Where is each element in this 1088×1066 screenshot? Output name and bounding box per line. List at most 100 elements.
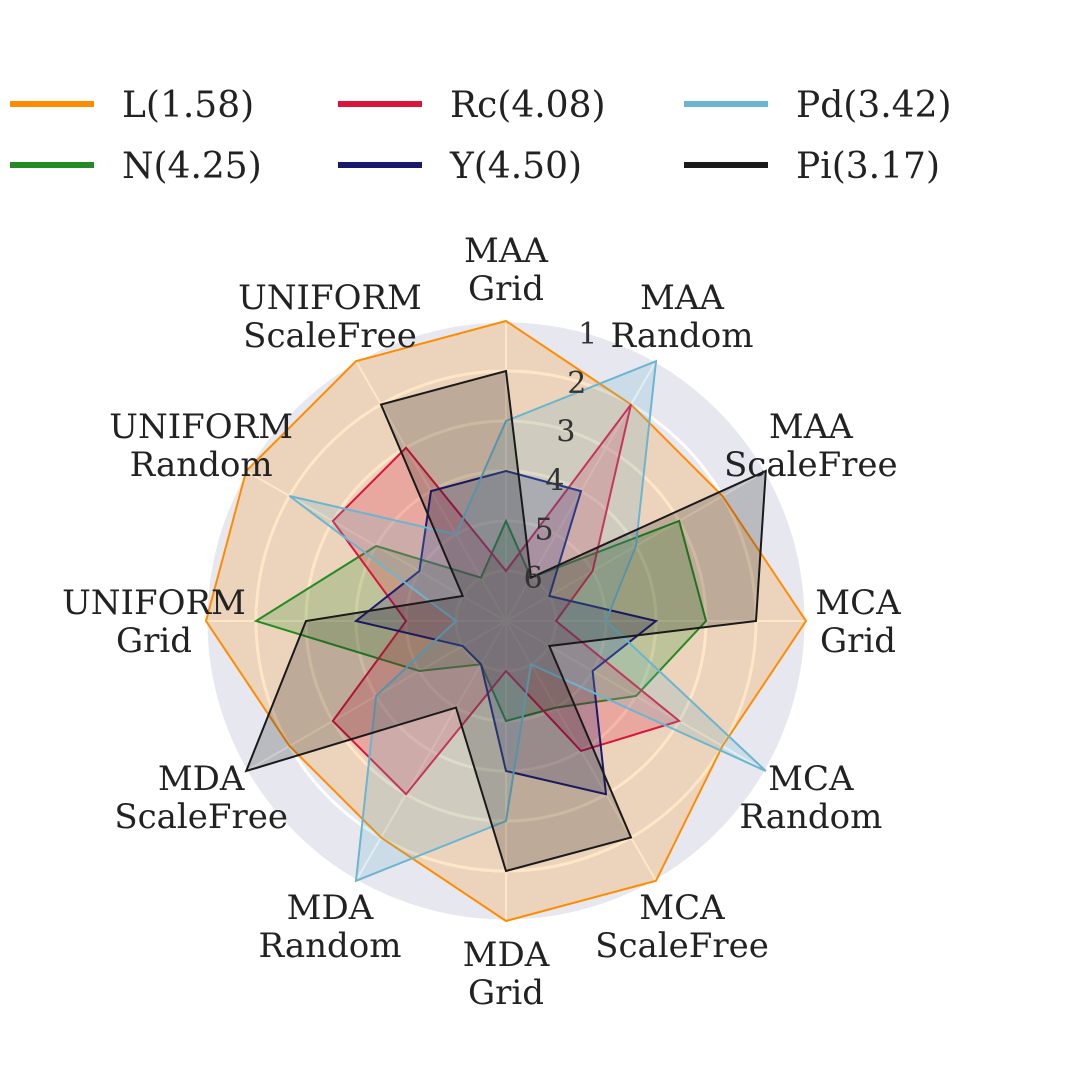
series-0 bbox=[204, 319, 808, 923]
radial-tick-label: 1 bbox=[578, 317, 597, 352]
data-point bbox=[530, 663, 532, 665]
data-point bbox=[505, 720, 507, 722]
data-point bbox=[505, 820, 507, 822]
data-point bbox=[289, 745, 290, 747]
data-point bbox=[592, 670, 594, 672]
data-point bbox=[245, 770, 247, 772]
axis-label: MCA Random bbox=[739, 759, 882, 837]
data-point bbox=[555, 707, 557, 709]
data-point bbox=[635, 545, 637, 547]
axis-label: UNIFORM Grid bbox=[62, 583, 246, 661]
data-point bbox=[289, 495, 290, 497]
radial-tick-label: 6 bbox=[524, 561, 543, 596]
data-point bbox=[505, 670, 507, 672]
data-point bbox=[255, 620, 257, 622]
data-point bbox=[205, 620, 207, 622]
axis-label: UNIFORM ScaleFree bbox=[238, 278, 422, 356]
data-point bbox=[505, 570, 507, 572]
legend-label: Pi(3.17) bbox=[796, 146, 940, 187]
data-point bbox=[765, 770, 767, 772]
data-point bbox=[605, 620, 607, 622]
data-point bbox=[505, 420, 507, 422]
data-point bbox=[630, 404, 632, 405]
axis-label: MAA Random bbox=[610, 278, 753, 356]
data-point bbox=[355, 880, 357, 882]
plot-area: 1 2 3 4 5 6 MAA Grid MAA Random MAA ScaleFree MCA Gri… bbox=[62, 231, 901, 1013]
data-point bbox=[505, 320, 507, 322]
data-point bbox=[505, 470, 507, 472]
data-point bbox=[505, 920, 507, 922]
data-point bbox=[505, 870, 507, 872]
legend: L(1.58) N(4.25) Rc(4.08) Υ(4.50) Pd(3.42) Pi(… bbox=[10, 85, 952, 187]
data-point bbox=[630, 837, 632, 838]
data-point bbox=[375, 545, 377, 547]
data-point bbox=[505, 770, 507, 772]
data-point bbox=[548, 595, 550, 597]
data-point bbox=[380, 404, 382, 405]
data-point bbox=[530, 577, 532, 579]
data-point bbox=[332, 520, 334, 522]
axis-label: MAA ScaleFree bbox=[724, 407, 898, 485]
data-point bbox=[605, 793, 607, 795]
legend-item: Rc(4.08) bbox=[338, 85, 606, 126]
legend-item: Pi(3.17) bbox=[684, 146, 940, 187]
data-point bbox=[805, 620, 807, 622]
data-point bbox=[418, 570, 420, 572]
axis-label: MDA Random bbox=[258, 888, 401, 966]
data-point bbox=[635, 695, 637, 697]
data-point bbox=[655, 620, 657, 622]
data-point bbox=[455, 533, 457, 535]
data-point bbox=[430, 490, 432, 492]
legend-label: Rc(4.08) bbox=[450, 85, 606, 126]
data-point bbox=[462, 595, 464, 597]
data-point bbox=[462, 645, 464, 647]
series-2 bbox=[331, 403, 682, 796]
legend-label: Pd(3.42) bbox=[796, 85, 952, 126]
data-point bbox=[678, 720, 680, 722]
data-point bbox=[245, 470, 247, 472]
data-point bbox=[405, 620, 407, 622]
data-point bbox=[480, 577, 482, 579]
series-5 bbox=[244, 369, 767, 873]
series-4 bbox=[288, 359, 767, 883]
axis-label: MDA Grid bbox=[463, 935, 550, 1013]
data-point bbox=[765, 470, 767, 472]
data-point bbox=[455, 620, 457, 622]
series-3 bbox=[353, 469, 659, 796]
data-point bbox=[505, 370, 507, 372]
radial-tick-label: 3 bbox=[556, 415, 575, 450]
data-point bbox=[722, 495, 723, 497]
data-point bbox=[455, 707, 457, 709]
data-point bbox=[418, 670, 420, 672]
data-point bbox=[355, 360, 357, 362]
data-point bbox=[505, 520, 507, 522]
data-point bbox=[655, 360, 657, 362]
data-point bbox=[405, 793, 407, 795]
data-point bbox=[580, 750, 582, 752]
legend-item: N(4.25) bbox=[10, 146, 262, 187]
axis-label: MDA ScaleFree bbox=[114, 759, 288, 837]
data-point bbox=[580, 490, 582, 492]
axis-label: MAA Grid bbox=[464, 231, 548, 309]
data-point bbox=[332, 720, 334, 722]
legend-label: Υ(4.50) bbox=[449, 146, 582, 187]
data-point bbox=[548, 645, 550, 647]
radial-tick-label: 4 bbox=[545, 463, 564, 498]
data-point bbox=[305, 620, 307, 622]
data-point bbox=[405, 447, 407, 449]
data-point bbox=[755, 620, 757, 622]
legend-item: Υ(4.50) bbox=[338, 146, 582, 187]
legend-item: Pd(3.42) bbox=[684, 85, 952, 126]
axis-label: UNIFORM Random bbox=[109, 407, 293, 485]
data-point bbox=[705, 620, 707, 622]
data-point bbox=[678, 520, 680, 522]
axis-label: MCA ScaleFree bbox=[595, 888, 769, 966]
legend-item: L(1.58) bbox=[10, 85, 254, 126]
data-point bbox=[380, 837, 382, 838]
data-point bbox=[355, 620, 357, 622]
data-point bbox=[722, 745, 723, 747]
data-point bbox=[555, 620, 557, 622]
legend-label: N(4.25) bbox=[122, 146, 262, 187]
data-point bbox=[375, 695, 377, 697]
